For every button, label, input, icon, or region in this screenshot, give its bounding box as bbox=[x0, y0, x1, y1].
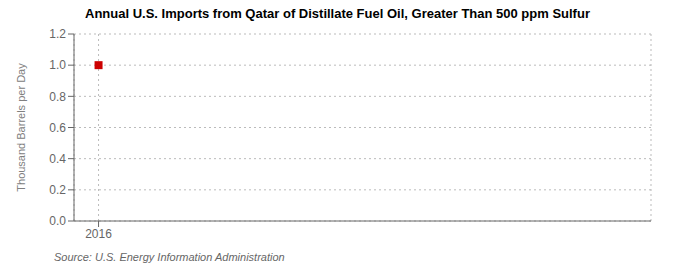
svg-text:0.8: 0.8 bbox=[49, 90, 66, 104]
svg-text:0.4: 0.4 bbox=[49, 152, 66, 166]
svg-text:2016: 2016 bbox=[85, 227, 112, 241]
svg-text:0.0: 0.0 bbox=[49, 214, 66, 228]
svg-text:Thousand Barrels per Day: Thousand Barrels per Day bbox=[15, 63, 27, 192]
svg-text:1.2: 1.2 bbox=[49, 27, 66, 41]
svg-text:1.0: 1.0 bbox=[49, 58, 66, 72]
svg-text:0.2: 0.2 bbox=[49, 183, 66, 197]
svg-text:0.6: 0.6 bbox=[49, 121, 66, 135]
html-text:Source: U.S. Energy Informatio: Source: U.S. Energy Information Administ… bbox=[54, 251, 285, 263]
html-text:Annual U.S. Imports from Qatar: Annual U.S. Imports from Qatar of Distil… bbox=[85, 6, 590, 21]
